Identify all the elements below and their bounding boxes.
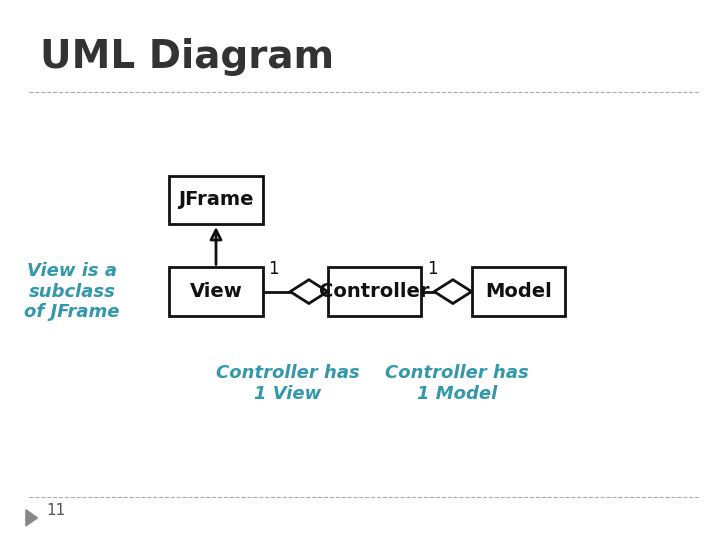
Text: 1: 1 [269, 260, 279, 278]
Text: Model: Model [485, 282, 552, 301]
Polygon shape [434, 280, 472, 303]
Text: Controller has
1 View: Controller has 1 View [216, 364, 360, 403]
Polygon shape [290, 280, 328, 303]
Text: 11: 11 [47, 503, 66, 518]
Text: Controller: Controller [319, 282, 430, 301]
Text: Controller has
1 Model: Controller has 1 Model [385, 364, 529, 403]
Text: View is a
subclass
of JFrame: View is a subclass of JFrame [24, 262, 120, 321]
Text: 1: 1 [427, 260, 437, 278]
Text: UML Diagram: UML Diagram [40, 38, 334, 76]
Polygon shape [26, 510, 37, 526]
FancyBboxPatch shape [169, 176, 263, 224]
FancyBboxPatch shape [328, 267, 421, 316]
FancyBboxPatch shape [169, 267, 263, 316]
Text: JFrame: JFrame [179, 190, 253, 210]
Text: View: View [189, 282, 243, 301]
FancyBboxPatch shape [472, 267, 565, 316]
